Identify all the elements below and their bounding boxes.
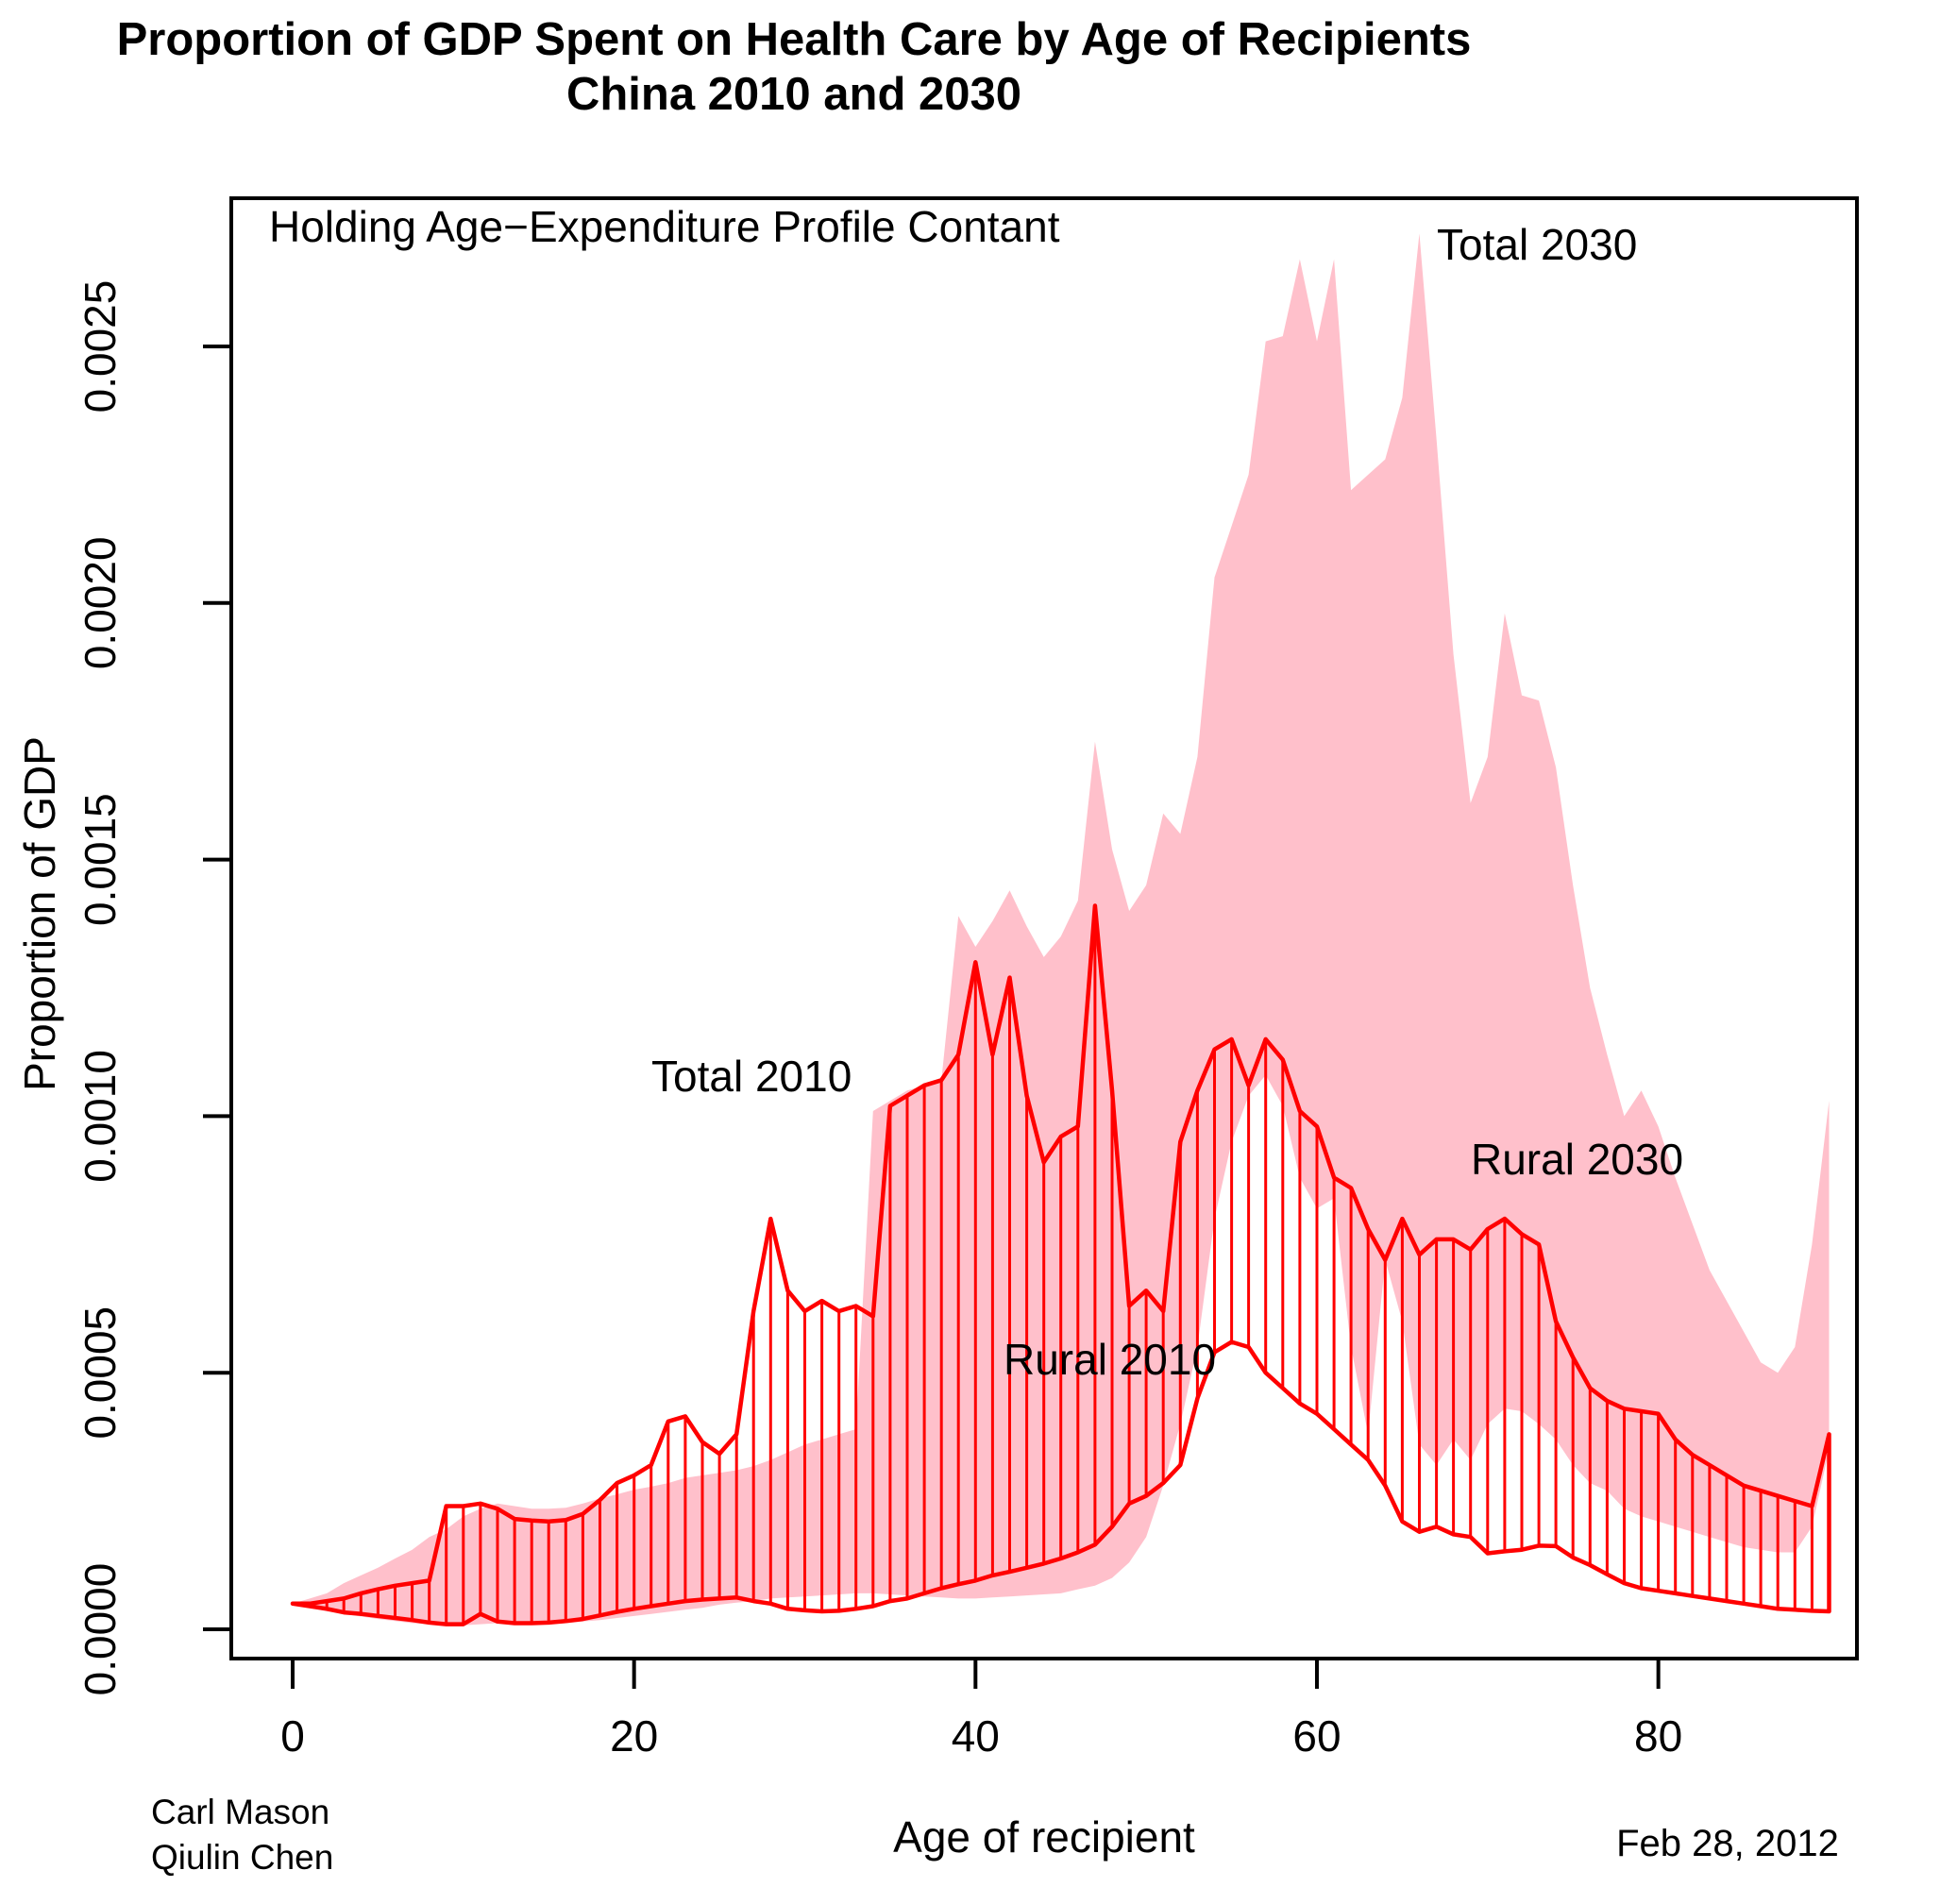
series-label-rural-2030: Rural 2030 xyxy=(1471,1135,1683,1184)
series-label-total-2030: Total 2030 xyxy=(1437,220,1637,269)
footer-author-line2: Qiulin Chen xyxy=(151,1838,333,1877)
x-tick-label: 20 xyxy=(610,1711,658,1761)
x-tick-label: 80 xyxy=(1634,1711,1682,1761)
footer-author-line1: Carl Mason xyxy=(151,1793,329,1831)
y-axis-title: Proportion of GDP xyxy=(15,736,64,1091)
x-tick-label: 0 xyxy=(280,1711,305,1761)
y-tick-label: 0.0020 xyxy=(76,536,125,669)
x-tick-label: 60 xyxy=(1292,1711,1341,1761)
x-axis-title: Age of recipient xyxy=(893,1812,1195,1862)
chart-geometry: 0.0000 0.0005 0.0010 0.0015 0.0020 0.0025 0 20 4… xyxy=(76,196,1859,1761)
footer-date: Feb 28, 2012 xyxy=(1616,1823,1839,1864)
subtitle-annotation: Holding Age−Expenditure Profile Contant xyxy=(269,202,1060,251)
y-tick-label: 0.0000 xyxy=(76,1563,125,1696)
y-tick-label: 0.0015 xyxy=(76,793,125,926)
series-label-rural-2010: Rural 2010 xyxy=(1004,1335,1216,1384)
y-tick-label: 0.0010 xyxy=(76,1050,125,1183)
series-label-total-2010: Total 2010 xyxy=(651,1052,852,1101)
chart-title-line1: Proportion of GDP Spent on Health Care b… xyxy=(117,14,1472,65)
chart-title-line2: China 2010 and 2030 xyxy=(566,69,1021,120)
x-tick-label: 40 xyxy=(952,1711,1000,1761)
y-tick-label: 0.0005 xyxy=(76,1306,125,1440)
y-tick-label: 0.0025 xyxy=(76,280,125,413)
